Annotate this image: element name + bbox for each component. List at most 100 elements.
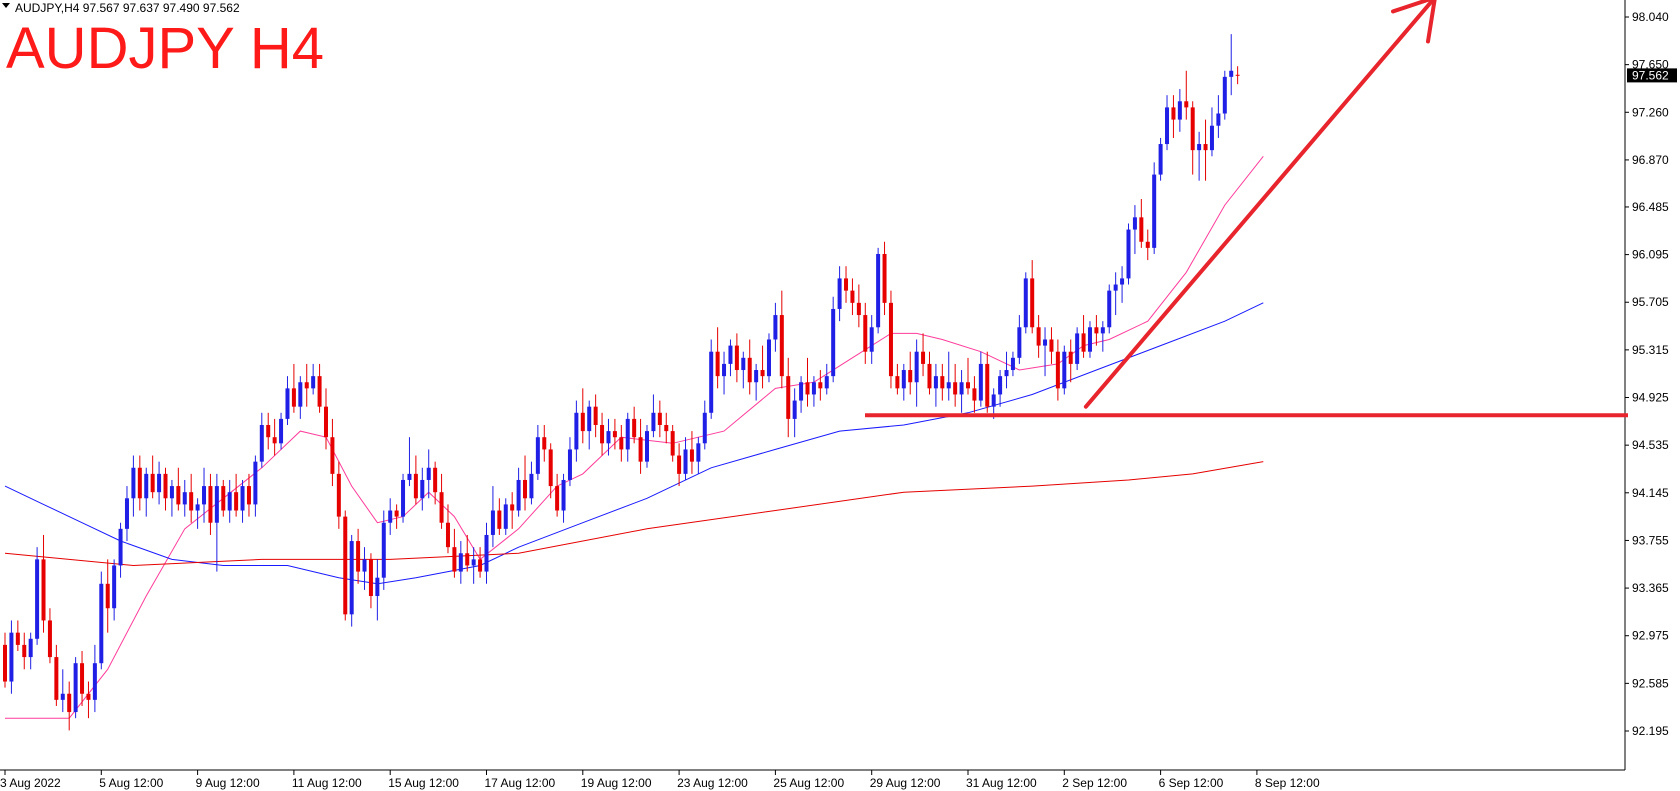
candle [657, 400, 662, 438]
candle [619, 425, 624, 462]
candle [234, 473, 239, 517]
candle-body [1209, 125, 1214, 151]
candle-body [863, 315, 868, 352]
candle [1132, 205, 1137, 254]
candle-body [555, 486, 560, 511]
candle-body [1203, 144, 1208, 151]
candle-body [824, 376, 829, 389]
candle [291, 363, 296, 413]
candle [580, 388, 585, 444]
price-tick-label: 97.650 [1632, 58, 1669, 72]
candle [484, 522, 489, 584]
candle-body [214, 486, 219, 523]
candle [548, 443, 553, 499]
price-tick-label: 93.755 [1632, 533, 1669, 547]
candle [259, 412, 264, 468]
candle [523, 455, 528, 511]
candle [978, 351, 983, 407]
candle-body [606, 431, 611, 444]
candle [433, 461, 438, 505]
candle [966, 357, 970, 395]
price-tick-label: 93.365 [1632, 581, 1669, 595]
candle [163, 467, 168, 511]
candle [933, 363, 938, 407]
candle-body [1094, 327, 1099, 334]
candle [811, 376, 816, 407]
candle-body [991, 394, 996, 407]
candle-body [779, 315, 784, 377]
candle-body [940, 376, 945, 389]
candle [221, 479, 226, 517]
price-tick-label: 92.195 [1632, 724, 1669, 738]
candle [805, 357, 810, 407]
candle-body [702, 412, 707, 444]
candle-body [401, 479, 406, 517]
candle [734, 333, 739, 383]
candle [490, 486, 495, 548]
candle-body [478, 559, 483, 572]
candle-body [876, 253, 881, 328]
price-axis[interactable]: 98.040 97.650 97.260 96.870 96.485 96.095 95.7… [1625, 10, 1669, 738]
time-axis[interactable]: 3 Aug 2022 5 Aug 12:00 9 Aug 12:00 11 Aug 1… [0, 770, 1320, 790]
candle [73, 657, 78, 719]
candle [728, 339, 733, 377]
candle [959, 370, 964, 413]
candle [844, 266, 849, 303]
time-tick-label: 23 Aug 12:00 [677, 776, 748, 790]
candle [503, 498, 508, 535]
candle-body [1165, 107, 1170, 145]
uptrend-arrow-line[interactable] [1083, 0, 1436, 409]
candle [458, 541, 463, 584]
candle-body [1229, 70, 1234, 77]
time-tick-label: 11 Aug 12:00 [292, 776, 362, 790]
candle [882, 241, 887, 316]
candle-body [484, 534, 489, 572]
price-tick-label: 94.925 [1632, 391, 1669, 405]
candle-body [73, 663, 78, 713]
candle [677, 443, 682, 487]
candle-body [799, 382, 804, 401]
candle [1017, 315, 1022, 364]
candle-body [677, 455, 682, 474]
price-tick-label: 97.260 [1632, 105, 1669, 119]
candle [189, 473, 194, 523]
candle-body [593, 406, 598, 425]
candle-body [1145, 241, 1150, 248]
candle [837, 266, 842, 322]
candle [105, 559, 110, 633]
candle-body [324, 406, 328, 438]
candle-body [80, 663, 85, 694]
price-tick-label: 95.315 [1632, 343, 1669, 357]
candle-body [933, 376, 938, 389]
candle-body [664, 425, 669, 432]
candle [214, 473, 219, 572]
candle-body [1120, 278, 1125, 285]
candle [1126, 223, 1131, 285]
candle-body [1171, 107, 1176, 120]
candle [317, 363, 322, 413]
triangle-down-icon[interactable] [2, 3, 10, 8]
candle-body [645, 431, 649, 462]
price-tick-label: 92.585 [1632, 676, 1669, 690]
candle-body [1222, 76, 1227, 114]
candle [266, 412, 271, 450]
candle-body [503, 504, 508, 529]
candle [1222, 70, 1227, 120]
candle-body [22, 644, 27, 658]
candle-body [600, 425, 605, 444]
candle [587, 400, 592, 450]
candle [1075, 327, 1080, 371]
candle-body [818, 382, 823, 389]
candle [1120, 266, 1125, 303]
candle-body [1010, 357, 1015, 371]
candle [336, 461, 341, 529]
candle [555, 473, 560, 517]
candle-body [1043, 339, 1048, 346]
candle-body [1055, 351, 1060, 389]
candle-body [946, 382, 951, 389]
candle [1203, 119, 1208, 181]
candle-body [1036, 327, 1041, 346]
candle [240, 479, 245, 523]
candle [1190, 101, 1195, 175]
